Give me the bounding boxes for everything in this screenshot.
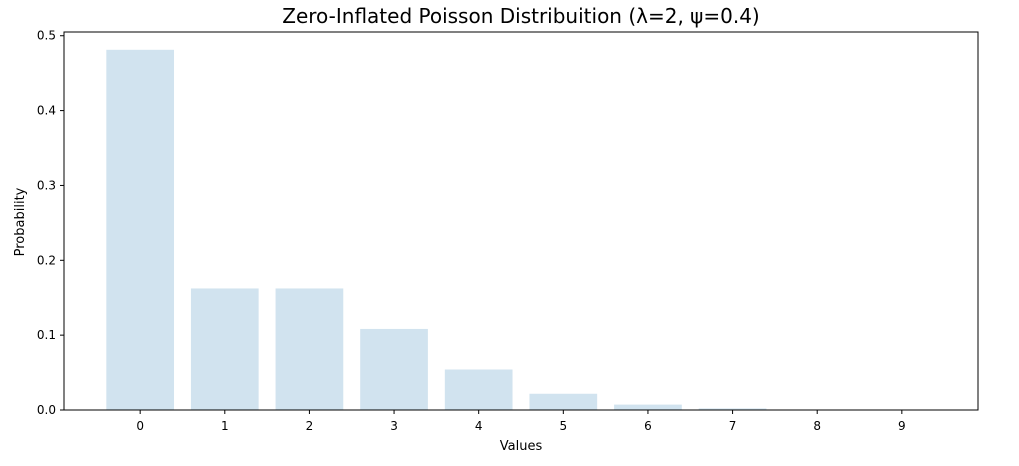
bar-5 <box>529 393 598 410</box>
y-tick-label: 0.5 <box>37 29 56 43</box>
bar-4 <box>444 369 513 410</box>
chart-title: Zero-Inflated Poisson Distribuition (λ=2… <box>282 4 759 28</box>
bar-2 <box>275 288 344 410</box>
plot-frame <box>63 31 979 411</box>
bars-group <box>106 49 936 411</box>
y-ticks-group: 0.0 0.1 0.2 0.3 0.4 0.5 <box>37 29 64 417</box>
x-tick-label: 4 <box>475 419 483 433</box>
x-tick-label: 5 <box>559 419 567 433</box>
bar-1 <box>190 288 259 410</box>
y-tick-label: 0.3 <box>37 178 56 192</box>
bar-3 <box>360 328 428 410</box>
x-tick-label: 8 <box>813 419 821 433</box>
bar-6 <box>614 404 682 410</box>
x-tick-label: 2 <box>306 419 314 433</box>
y-tick-label: 0.1 <box>37 328 56 342</box>
x-tick-label: 9 <box>898 419 906 433</box>
bar-7 <box>698 408 767 410</box>
y-tick-label: 0.2 <box>37 253 56 267</box>
x-tick-label: 0 <box>136 419 144 433</box>
y-axis-label: Probability <box>13 187 28 256</box>
bar-0 <box>106 49 175 411</box>
x-tick-label: 3 <box>390 419 398 433</box>
y-tick-label: 0.0 <box>37 403 56 417</box>
x-tick-label: 6 <box>644 419 652 433</box>
x-ticks-group: 0 1 2 3 4 5 6 7 8 9 <box>136 410 906 433</box>
x-tick-label: 7 <box>729 419 737 433</box>
y-tick-label: 0.4 <box>37 104 56 118</box>
x-axis-label: Values <box>500 439 543 454</box>
x-tick-label: 1 <box>221 419 229 433</box>
